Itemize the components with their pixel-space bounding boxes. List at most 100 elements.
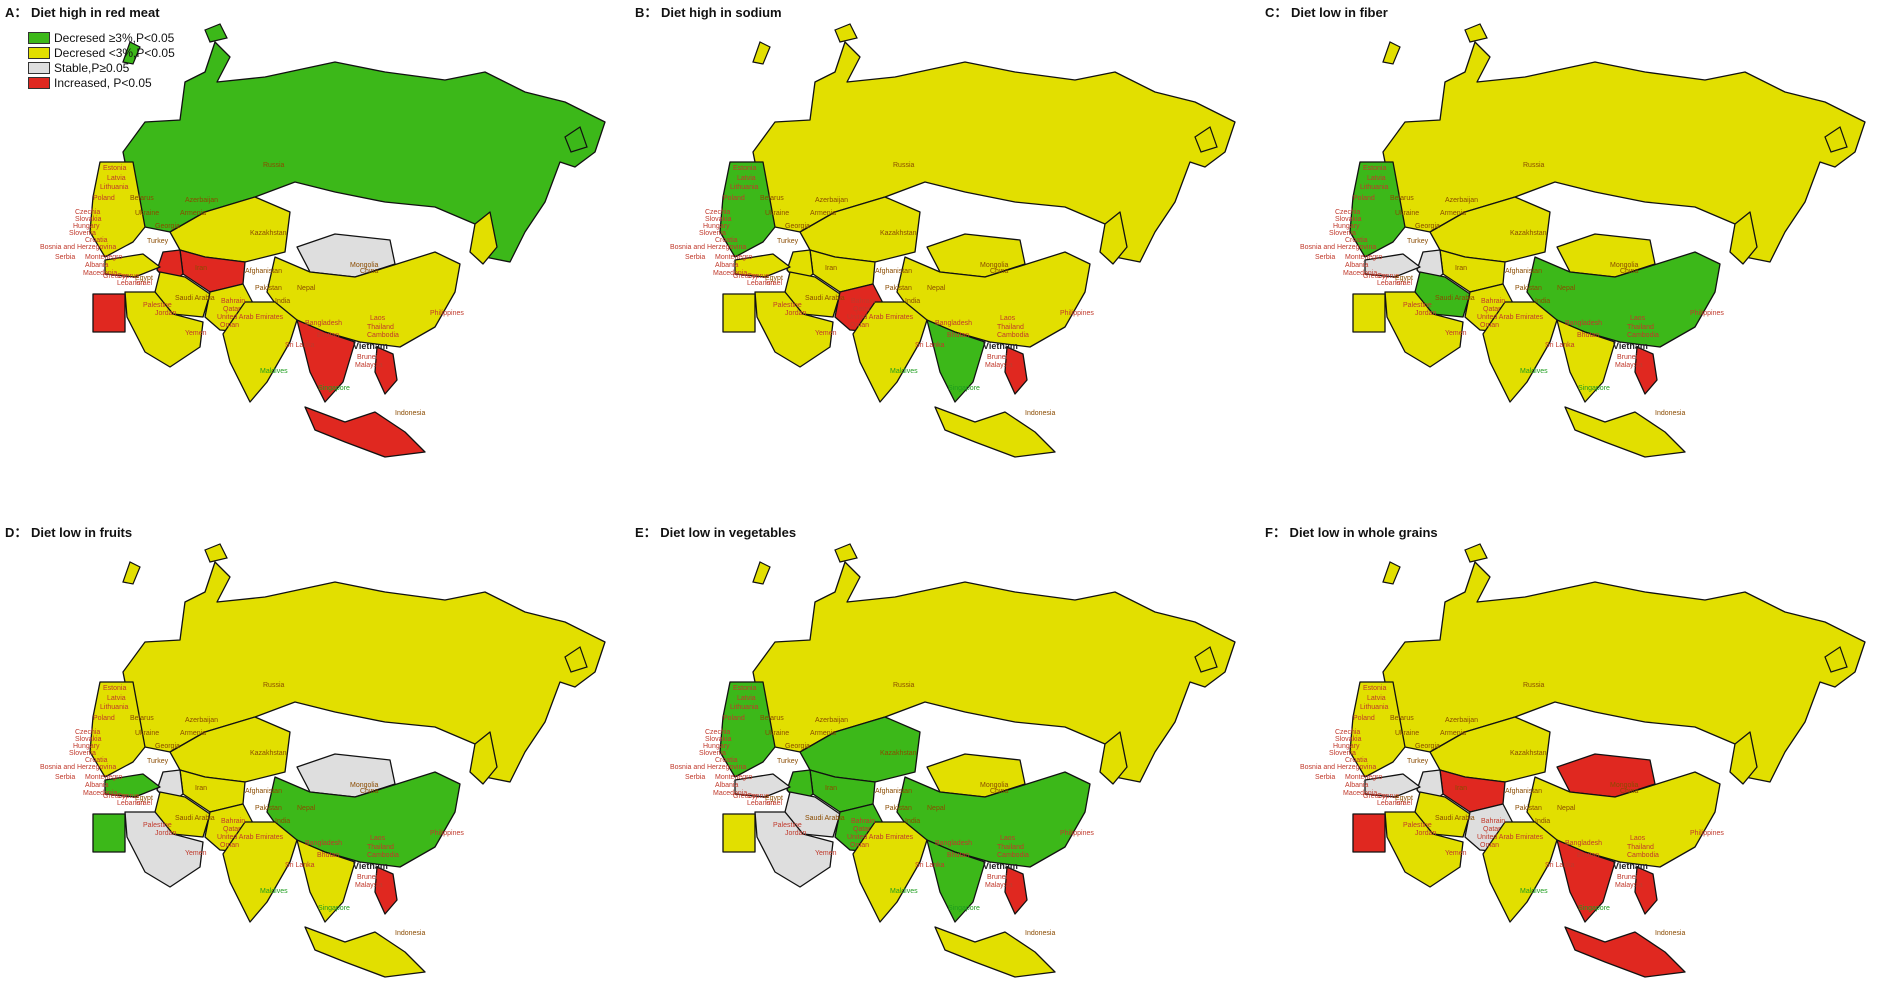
region-indochina	[926, 319, 986, 403]
country-label-belarus: Belarus	[1390, 195, 1414, 202]
map-e	[719, 543, 1236, 978]
country-label-montenegro: Montenegro	[85, 774, 123, 781]
country-label-oman: Oman	[850, 322, 870, 329]
country-label-maldives: Maldives	[890, 368, 918, 375]
country-label-jordan: Jordan	[155, 830, 177, 837]
island-shape	[1194, 126, 1218, 153]
country-label-montenegro: Montenegro	[1345, 254, 1383, 261]
country-label-estonia: Estonia	[733, 685, 757, 692]
country-label-bosnia: Bosnia and Herzegovina	[1300, 244, 1377, 251]
country-label-slovakia: Slovakia	[705, 216, 732, 223]
country-label-pakistan: Pakistan	[255, 285, 282, 292]
region-europe	[1349, 161, 1406, 258]
country-label-singapore: Singapore	[948, 385, 980, 392]
country-label-china: China	[360, 788, 379, 795]
country-label-china: China	[990, 788, 1009, 795]
country-label-georgia: Georgia	[155, 743, 180, 750]
country-label-latvia: Latvia	[1367, 695, 1386, 702]
country-label-cambodia: Cambodia	[367, 852, 399, 859]
country-label-afghanistan: Afghanistan	[875, 268, 912, 275]
island-shape	[752, 41, 771, 65]
country-label-lebanon: Lebanon	[117, 280, 145, 287]
region-egypt	[92, 293, 126, 333]
country-label-croatia: Croatia	[715, 237, 738, 244]
country-label-thailand: Thailand	[367, 844, 394, 851]
country-label-jordan: Jordan	[785, 310, 807, 317]
country-label-lebanon: Lebanon	[747, 280, 775, 287]
country-label-croatia: Croatia	[1345, 757, 1368, 764]
country-label-armenia: Armenia	[180, 210, 207, 217]
country-label-lithuania: Lithuania	[100, 704, 129, 711]
region-philippines	[1634, 866, 1658, 915]
country-label-philippines: Philippines	[430, 830, 464, 837]
country-label-uae: United Arab Emirates	[1477, 314, 1544, 321]
legend-swatch	[28, 76, 50, 89]
country-label-kazakhstan: Kazakhstan	[250, 750, 287, 757]
country-label-vietnam: Vietnam	[983, 341, 1018, 351]
country-label-georgia: Georgia	[155, 223, 180, 230]
region-indonesia	[1564, 406, 1686, 458]
country-label-mongolia: Mongolia	[350, 262, 379, 269]
country-label-sri-lanka: Sri Lanka	[285, 342, 315, 349]
region-russia	[1382, 41, 1866, 263]
country-label-afghanistan: Afghanistan	[245, 788, 282, 795]
country-label-serbia: Serbia	[1315, 774, 1336, 781]
country-label-russia: Russia	[893, 162, 915, 169]
region-india	[222, 301, 298, 403]
region-egypt	[1352, 813, 1386, 853]
country-label-saudi-arabia: Saudi Arabia	[805, 815, 845, 822]
panel-title: A： Diet high in red meat	[5, 5, 160, 20]
country-label-mongolia: Mongolia	[980, 262, 1009, 269]
country-label-bhutan: Bhutan	[947, 332, 970, 339]
country-label-singapore: Singapore	[1578, 905, 1610, 912]
country-label-poland: Poland	[93, 195, 115, 202]
country-label-cyprus: Cyprus	[117, 793, 140, 800]
region-europe	[89, 161, 146, 258]
country-label-poland: Poland	[723, 195, 745, 202]
legend-swatch	[28, 61, 50, 74]
country-label-slovenia: Slovenia	[699, 750, 726, 757]
country-label-russia: Russia	[1523, 682, 1545, 689]
country-label-maldives: Maldives	[260, 368, 288, 375]
country-label-bahrain: Bahrain	[221, 818, 246, 825]
country-label-turkey: Turkey	[1407, 758, 1429, 765]
island-shape	[834, 543, 858, 563]
region-turkey	[1364, 773, 1421, 798]
country-label-azerbaijan: Azerbaijan	[185, 197, 219, 204]
island-shape	[1464, 23, 1488, 43]
region-indonesia	[934, 406, 1056, 458]
country-label-sri-lanka: Sri Lanka	[1545, 862, 1575, 869]
map-d	[89, 543, 606, 978]
country-label-yemen: Yemen	[1445, 330, 1467, 337]
legend-swatch	[28, 46, 50, 59]
panel-f: F： Diet low in whole grains Russia Mongol…	[1265, 522, 1885, 1002]
country-label-bosnia: Bosnia and Herzegovina	[670, 244, 747, 251]
country-label-lithuania: Lithuania	[1360, 704, 1389, 711]
country-label-qatar: Qatar	[223, 306, 241, 313]
country-label-uae: United Arab Emirates	[1477, 834, 1544, 841]
country-label-singapore: Singapore	[318, 385, 350, 392]
region-egypt	[1352, 293, 1386, 333]
country-label-serbia: Serbia	[685, 774, 706, 781]
country-label-oman: Oman	[1480, 322, 1500, 329]
legend-swatch	[28, 31, 50, 44]
country-label-belarus: Belarus	[130, 715, 154, 722]
country-label-kazakhstan: Kazakhstan	[1510, 750, 1547, 757]
island-shape	[1194, 646, 1218, 673]
country-label-cambodia: Cambodia	[367, 332, 399, 339]
country-label-ukraine: Ukraine	[1395, 210, 1420, 217]
country-label-egypt: Egypt	[1395, 795, 1413, 802]
country-label-greece: Greece	[103, 273, 126, 280]
country-label-brunei: Brunei	[1617, 354, 1638, 361]
map-a	[89, 23, 606, 458]
legend-item: Decresed <3%,P<0.05	[28, 45, 175, 60]
country-label-bahrain: Bahrain	[851, 818, 876, 825]
country-label-saudi-arabia: Saudi Arabia	[1435, 815, 1475, 822]
map-f	[1349, 543, 1866, 978]
country-label-croatia: Croatia	[85, 237, 108, 244]
island-shape	[1824, 646, 1848, 673]
country-label-india: India	[1535, 298, 1551, 305]
country-label-bhutan: Bhutan	[317, 332, 340, 339]
country-label-oman: Oman	[1480, 842, 1500, 849]
country-label-slovenia: Slovenia	[69, 750, 96, 757]
